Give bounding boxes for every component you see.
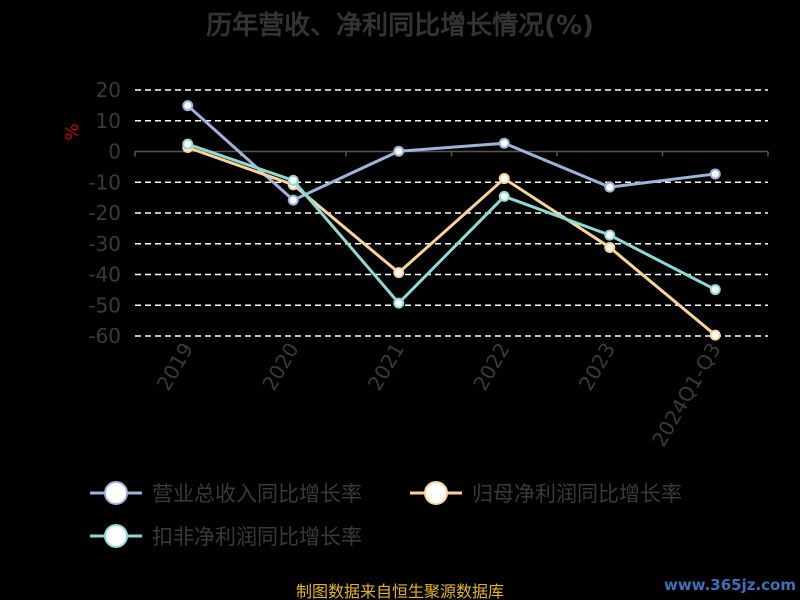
series-1	[182, 142, 721, 341]
y-tick-label: -60	[88, 324, 121, 348]
legend-label: 营业总收入同比增长率	[152, 482, 362, 506]
data-point	[393, 267, 405, 279]
series-lines	[182, 100, 721, 341]
y-tick-label: 20	[96, 78, 121, 102]
data-point	[287, 194, 299, 206]
legend-label: 归母净利润同比增长率	[472, 482, 682, 506]
data-point	[182, 100, 194, 112]
chart-title: 历年营收、净利同比增长情况(%)	[206, 10, 594, 41]
y-tick-labels: 20 10 0 -10 -20 -30 -40 -50 -60	[88, 78, 121, 348]
series-0	[182, 100, 721, 206]
x-tick-label: 2022	[468, 339, 514, 395]
y-axis-label: %	[62, 123, 83, 140]
data-point	[604, 229, 616, 241]
y-tick-label: 0	[108, 140, 121, 164]
data-point	[498, 173, 510, 185]
y-tick-label: 10	[96, 109, 121, 133]
series-2	[182, 138, 721, 309]
data-point	[393, 297, 405, 309]
x-tick-label: 2023	[574, 339, 620, 395]
x-tick-label: 2020	[257, 339, 303, 395]
data-point	[709, 329, 721, 341]
data-point	[604, 181, 616, 193]
x-tick-label: 2019	[152, 339, 198, 395]
grid-lines	[135, 89, 768, 337]
x-tick-label: 2024Q1-Q3	[647, 339, 726, 451]
data-point	[393, 145, 405, 157]
series-line	[187, 142, 716, 305]
x-tick-label: 2021	[363, 339, 409, 395]
legend-marker	[104, 524, 128, 548]
y-tick-label: -40	[88, 263, 121, 287]
y-tick-label: -10	[88, 170, 121, 194]
data-point	[182, 138, 194, 150]
x-tick-labels: 2019 2020 2021 2022 2023 2024Q1-Q3	[152, 339, 726, 451]
series-line	[186, 104, 716, 202]
data-point	[709, 284, 721, 296]
y-tick-label: -50	[88, 293, 121, 317]
data-point	[498, 137, 510, 149]
data-point	[287, 174, 299, 186]
y-tick-label: -30	[88, 232, 121, 256]
axes	[134, 150, 769, 157]
data-point	[498, 190, 510, 202]
legend-item: 扣非净利润同比增长率	[90, 524, 362, 549]
legend-item: 归母净利润同比增长率	[410, 481, 682, 506]
series-line	[187, 146, 717, 337]
data-point	[709, 168, 721, 180]
legend-item: 营业总收入同比增长率	[90, 481, 362, 506]
data-source-note: 制图数据来自恒生聚源数据库	[296, 582, 504, 600]
watermark: www.365jz.com	[664, 576, 796, 594]
legend-marker	[104, 481, 128, 505]
legend-marker	[424, 481, 448, 505]
data-point	[604, 241, 616, 253]
legend-label: 扣非净利润同比增长率	[152, 525, 362, 549]
y-tick-label: -20	[88, 201, 121, 225]
